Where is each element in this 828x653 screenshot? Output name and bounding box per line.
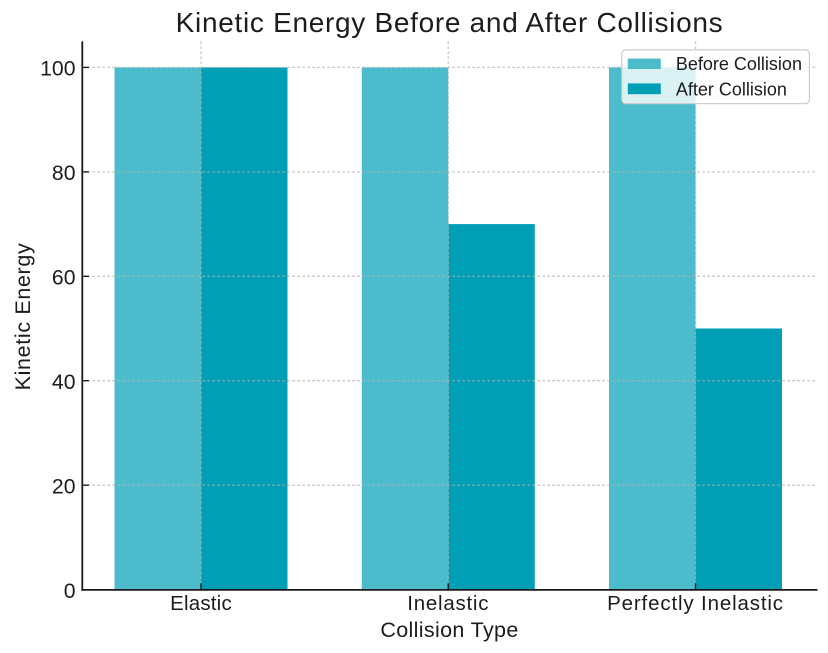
svg-text:20: 20 bbox=[52, 476, 76, 499]
svg-text:80: 80 bbox=[52, 162, 76, 185]
svg-text:Perfectly Inelastic: Perfectly Inelastic bbox=[607, 592, 784, 615]
svg-text:Before Collision: Before Collision bbox=[676, 54, 802, 74]
svg-text:After Collision: After Collision bbox=[676, 79, 787, 99]
svg-text:Kinetic Energy: Kinetic Energy bbox=[11, 243, 35, 391]
svg-text:Kinetic Energy Before and Afte: Kinetic Energy Before and After Collisio… bbox=[176, 7, 724, 38]
svg-text:100: 100 bbox=[40, 58, 75, 81]
svg-text:Collision Type: Collision Type bbox=[380, 618, 518, 642]
svg-text:60: 60 bbox=[52, 267, 76, 290]
svg-text:Elastic: Elastic bbox=[170, 592, 232, 615]
svg-text:Inelastic: Inelastic bbox=[407, 592, 489, 615]
svg-text:0: 0 bbox=[64, 580, 76, 603]
svg-text:40: 40 bbox=[52, 371, 76, 394]
